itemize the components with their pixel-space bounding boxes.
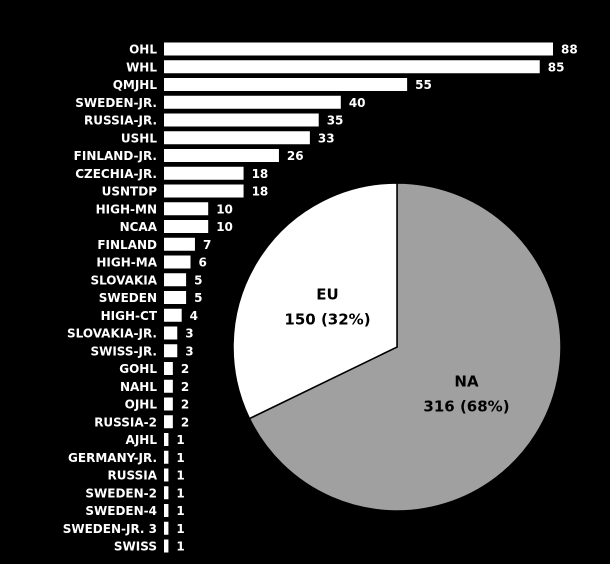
category-label: SWEDEN-2 (85, 486, 157, 500)
category-label: NCAA (120, 220, 158, 234)
value-label: 2 (181, 415, 189, 429)
value-label: 2 (181, 362, 189, 376)
category-label: WHL (126, 60, 157, 74)
bar (164, 166, 244, 180)
value-label: 10 (216, 202, 233, 216)
pie-slice-value: 150 (32%) (284, 310, 370, 328)
value-label: 1 (176, 540, 184, 554)
pie-slice-eu (232, 182, 398, 420)
category-label: HIGH-MN (96, 202, 157, 216)
value-label: 33 (318, 131, 335, 145)
value-label: 2 (181, 380, 189, 394)
category-label: SWEDEN (99, 291, 157, 305)
category-label: OJHL (125, 398, 158, 412)
category-label: AJHL (126, 433, 158, 447)
bar (164, 95, 341, 109)
bar (164, 308, 182, 322)
value-label: 10 (216, 220, 233, 234)
value-label: 5 (194, 273, 202, 287)
bar (164, 113, 319, 127)
value-label: 1 (176, 486, 184, 500)
value-label: 2 (181, 398, 189, 412)
value-label: 3 (185, 327, 193, 341)
category-label: RUSSIA-2 (94, 415, 157, 429)
value-label: 4 (190, 309, 198, 323)
value-label: 1 (176, 522, 184, 536)
category-label: OHL (129, 43, 157, 57)
bar (164, 450, 169, 464)
category-label: RUSSIA-JR. (84, 114, 157, 128)
bar (164, 326, 178, 340)
value-label: 85 (548, 60, 565, 74)
bar (164, 362, 173, 375)
category-label: CZECHIA-JR. (75, 167, 157, 181)
value-label: 26 (287, 149, 304, 163)
bar (164, 149, 279, 162)
category-label: SLOVAKIA (90, 273, 157, 287)
bar (164, 202, 209, 216)
value-label: 35 (327, 114, 344, 128)
category-label: QMJHL (113, 78, 158, 92)
bar (164, 397, 173, 411)
bar (164, 78, 408, 91)
bar (164, 521, 169, 535)
category-label: SWEDEN-JR. 3 (63, 522, 157, 536)
value-label: 1 (176, 504, 184, 518)
category-label: SWEDEN-JR. (75, 96, 157, 110)
category-label: SLOVAKIA-JR. (67, 327, 157, 341)
pie-slice-na (248, 182, 562, 512)
category-label: FINLAND (97, 238, 157, 252)
bar (164, 415, 173, 429)
value-label: 3 (185, 344, 193, 358)
bar (164, 379, 173, 393)
value-label: 40 (349, 96, 366, 110)
category-label: SWISS (114, 540, 157, 554)
value-label: 1 (176, 469, 184, 483)
bar (164, 273, 187, 287)
value-label: 55 (415, 78, 432, 92)
category-label: USNTDP (102, 185, 158, 199)
value-label: 18 (252, 185, 269, 199)
value-label: 1 (176, 433, 184, 447)
bar (164, 220, 209, 233)
category-label: NAHL (120, 380, 157, 394)
bar (164, 291, 187, 304)
pie-slice-value: 316 (68%) (423, 398, 509, 416)
category-label: GOHL (119, 362, 157, 376)
category-label: FINLAND-JR. (74, 149, 157, 163)
category-label: HIGH-MA (96, 256, 157, 270)
bar (164, 184, 244, 198)
bar (164, 468, 169, 482)
bar (164, 344, 178, 358)
category-label: HIGH-CT (101, 309, 158, 323)
value-label: 7 (203, 238, 211, 252)
bar (164, 504, 169, 517)
category-label: RUSSIA (108, 469, 158, 483)
category-label: SWISS-JR. (90, 344, 157, 358)
value-label: 5 (194, 291, 202, 305)
category-label: USHL (121, 131, 157, 145)
bar (164, 486, 169, 500)
bar (164, 255, 191, 269)
pie-chart: NA 316 (68%) EU 150 (32%) (232, 182, 562, 512)
pie-slice-name: EU (316, 285, 338, 303)
value-label: 1 (176, 451, 184, 465)
category-label: GERMANY-JR. (68, 451, 157, 465)
bar (164, 237, 195, 251)
bar (164, 60, 540, 74)
value-label: 18 (252, 167, 269, 181)
category-label: SWEDEN-4 (85, 504, 157, 518)
bar (164, 433, 169, 446)
bar (164, 131, 310, 145)
bar (164, 539, 169, 553)
pie-slice-name: NA (454, 373, 479, 391)
value-label: 6 (199, 256, 207, 270)
value-label: 88 (561, 43, 578, 57)
bar (164, 42, 553, 56)
